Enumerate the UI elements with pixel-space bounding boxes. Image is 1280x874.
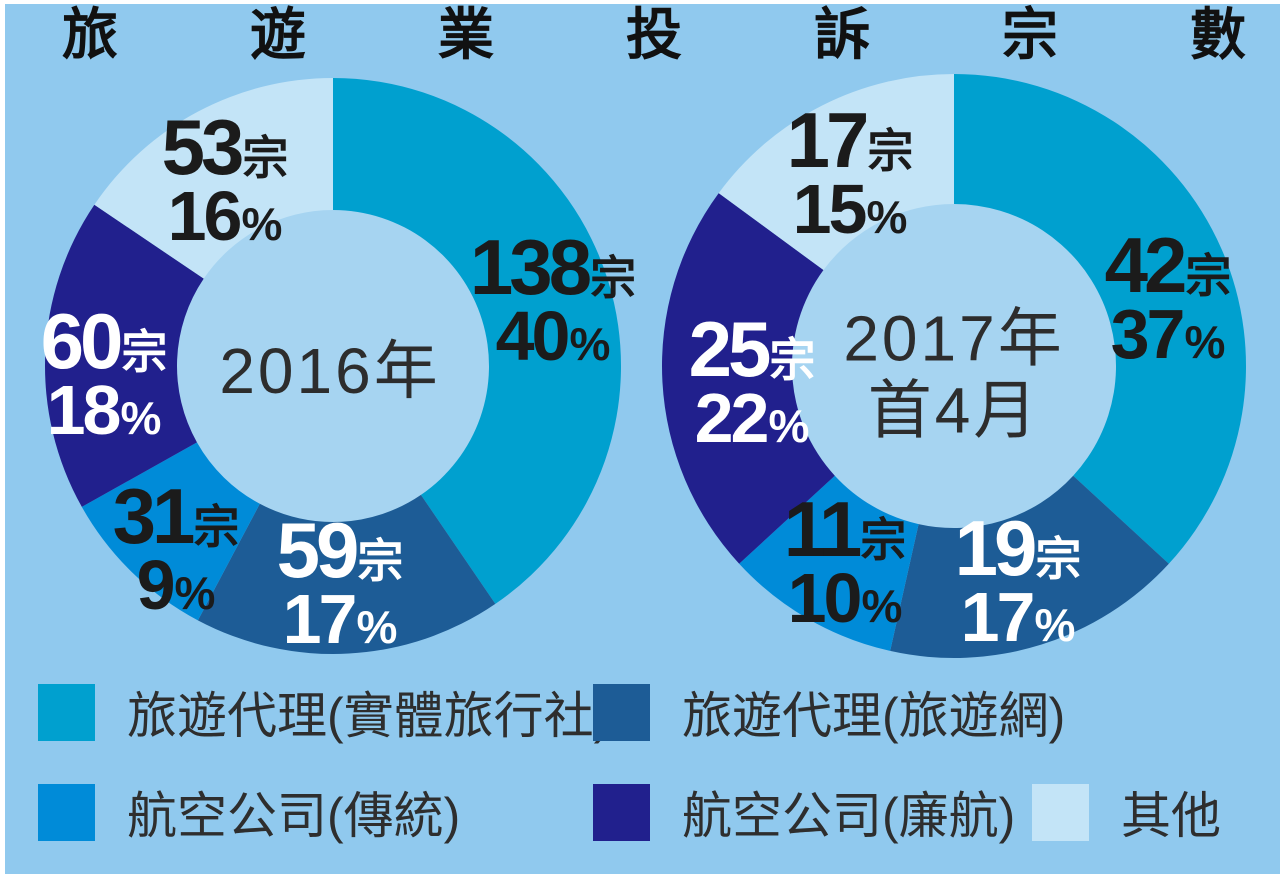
slice-percent: 18% xyxy=(46,370,162,449)
legend-item-airline-traditional: 航空公司(傳統) xyxy=(38,776,460,848)
slice-count: 60宗 xyxy=(40,296,168,385)
slice-count: 138宗 xyxy=(469,222,637,311)
slice-label: 25宗 22% xyxy=(688,304,816,457)
pie-slice xyxy=(739,475,919,651)
slice-count: 25宗 xyxy=(688,304,816,393)
legend-item-airline-lowcost: 航空公司(廉航) xyxy=(593,776,1015,848)
legend-label: 其他 xyxy=(1121,788,1221,844)
title-char: 宗 xyxy=(1002,3,1058,66)
slice-label: 17宗 15% xyxy=(786,95,914,248)
donut-center-label: 2017年 首4月 xyxy=(843,302,1065,447)
slice-count: 11宗 xyxy=(783,484,907,573)
slice-percent: 15% xyxy=(792,169,908,248)
pie-slice xyxy=(94,77,334,279)
title-char: 遊 xyxy=(250,3,306,66)
slice-percent: 22% xyxy=(694,378,810,457)
donut-hole xyxy=(175,208,491,524)
title-char: 數 xyxy=(1190,3,1246,66)
slice-count: 31宗 xyxy=(112,471,240,560)
slice-count: 19宗 xyxy=(954,503,1082,592)
legend-label: 旅遊代理(實體旅行社) xyxy=(127,688,611,744)
slice-label: 11宗 10% xyxy=(783,484,907,637)
slice-label: 60宗 18% xyxy=(40,296,168,449)
title-char: 旅 xyxy=(62,3,118,66)
slice-percent: 10% xyxy=(787,558,903,637)
title-char: 投 xyxy=(626,3,682,66)
slice-count: 17宗 xyxy=(786,95,914,184)
slice-count: 42宗 xyxy=(1104,220,1232,309)
pie-slice xyxy=(81,442,260,621)
slice-label: 31宗 9% xyxy=(112,471,240,624)
slice-percent: 17% xyxy=(960,577,1076,656)
slice-label: 59宗 17% xyxy=(276,505,404,658)
legend-swatch-teal xyxy=(38,683,95,741)
pie-slice xyxy=(44,204,204,507)
title-char: 業 xyxy=(438,3,494,66)
slice-label: 19宗 17% xyxy=(954,503,1082,656)
slice-percent: 17% xyxy=(282,579,398,658)
pie-slice xyxy=(890,475,1169,658)
pie-slice xyxy=(954,74,1246,564)
legend-swatch-steel-blue xyxy=(593,683,650,741)
legend-label: 航空公司(廉航) xyxy=(682,788,1016,844)
legend-item-others: 其他 xyxy=(1032,776,1221,848)
slice-percent: 9% xyxy=(136,545,216,624)
pie-slice xyxy=(197,494,496,654)
left-border xyxy=(0,0,5,874)
legend-swatch-light-blue xyxy=(1032,783,1089,841)
legend-item-travel-agency-online: 旅遊代理(旅遊網) xyxy=(593,676,1065,748)
chart-title: 旅 遊 業 投 訴 宗 數 xyxy=(62,3,1246,66)
slice-label: 138宗 40% xyxy=(469,222,637,375)
title-char: 訴 xyxy=(814,3,870,66)
slice-percent: 40% xyxy=(495,296,611,375)
legend-swatch-navy xyxy=(593,783,650,841)
legend-label: 旅遊代理(旅遊網) xyxy=(682,688,1066,744)
pie-slice xyxy=(662,193,835,564)
donut-hole xyxy=(790,202,1118,530)
donut-charts-svg xyxy=(44,74,1246,658)
slice-count: 59宗 xyxy=(276,505,404,594)
legend-item-travel-agency-physical: 旅遊代理(實體旅行社) xyxy=(38,676,610,748)
donut-center-label: 2016年 xyxy=(219,334,441,407)
pie-slice xyxy=(718,74,954,271)
pie-slice xyxy=(333,78,621,604)
slice-percent: 16% xyxy=(167,176,283,255)
slice-label: 42宗 37% xyxy=(1104,220,1232,373)
slice-label: 53宗 16% xyxy=(161,102,289,255)
top-border xyxy=(0,0,1280,4)
legend-swatch-azure xyxy=(38,783,95,841)
slice-percent: 37% xyxy=(1110,294,1226,373)
slice-count: 53宗 xyxy=(161,102,289,191)
legend-label: 航空公司(傳統) xyxy=(127,788,461,844)
